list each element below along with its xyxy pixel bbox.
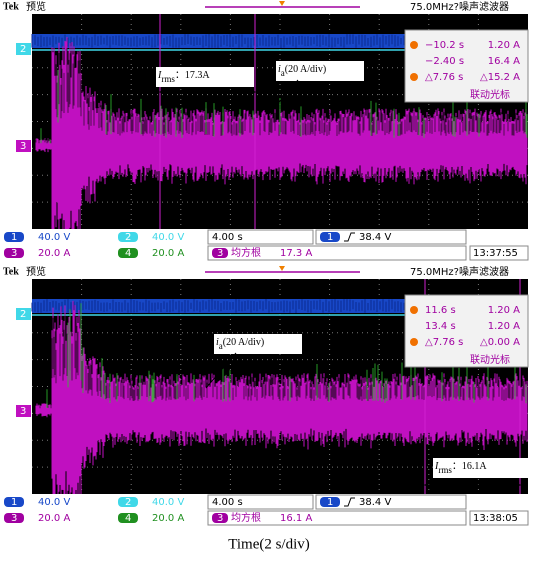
label: ：17.3A: [175, 70, 210, 81]
label: (20 A/div): [223, 337, 264, 348]
measure-channel: 3: [217, 248, 223, 259]
bandwidth: 75.0MHz?: [410, 2, 459, 13]
cursor-time: △7.76 s: [425, 337, 463, 348]
cursor-time: 11.6 s: [425, 305, 456, 316]
channel-id: 4: [125, 513, 131, 524]
channel-scale: 40.0 V: [152, 497, 184, 508]
scope-panel: Tek 预览 75.0MHz?噪声滤波器 2 3 −10.2 s 1.20 A −2.40 s…: [0, 0, 530, 263]
channel-id: 3: [11, 248, 17, 259]
channel-marker-label: 3: [20, 141, 26, 152]
cursor-value: △15.2 A: [480, 72, 520, 83]
channel-id: 1: [11, 497, 17, 508]
cursor-value: 1.20 A: [488, 321, 520, 332]
channel-id: 4: [125, 248, 131, 259]
subscript: rms: [161, 74, 175, 84]
measure-name: 均方根: [231, 246, 261, 259]
timebase: 4.00 s: [212, 497, 243, 508]
bandwidth: 75.0MHz?: [410, 267, 459, 278]
scope-panel: Tek 预览 75.0MHz?噪声滤波器 2 3 11.6 s 1.20 A 13.4 s 1.…: [0, 265, 531, 528]
cursor-time: −2.40 s: [425, 56, 464, 67]
measure-value: 17.3 A: [280, 248, 312, 259]
cursor-value: 1.20 A: [488, 40, 520, 51]
channel-scale: 20.0 A: [152, 248, 184, 259]
figure: Time(2 s/div) Tek预览75.0MHz?噪声滤波器23−10.2 …: [0, 0, 538, 559]
channel-scale: 40.0 V: [38, 232, 70, 243]
channel-id: 2: [125, 497, 131, 508]
cursor-icon: [410, 338, 418, 346]
cursor-time: −10.2 s: [425, 40, 464, 51]
label: ：16.1A: [452, 461, 488, 472]
channel-id: 2: [125, 232, 131, 243]
brand: Tek: [3, 266, 19, 277]
cursor-icon: [410, 41, 418, 49]
channel-scale: 40.0 V: [38, 497, 70, 508]
channel-scale: 20.0 A: [152, 513, 184, 524]
trigger-channel: 1: [327, 497, 333, 508]
cursor-value: 1.20 A: [488, 305, 520, 316]
mode: 预览: [26, 265, 46, 278]
measure-channel: 3: [217, 513, 223, 524]
cursor-value: 16.4 A: [488, 56, 520, 67]
cursor-label: 联动光标: [470, 353, 510, 366]
channel-scale: 20.0 A: [38, 513, 70, 524]
cursor-icon: [410, 73, 418, 81]
subscript: rms: [438, 465, 452, 475]
filter: 噪声滤波器: [459, 0, 509, 13]
cursor-value: △0.00 A: [480, 337, 520, 348]
cursor-time: △7.76 s: [425, 72, 463, 83]
cursor-icon: [410, 306, 418, 314]
timebase: 4.00 s: [212, 232, 243, 243]
measure-name: 均方根: [231, 511, 261, 524]
trigger-level: 38.4 V: [359, 232, 391, 243]
channel-scale: 40.0 V: [152, 232, 184, 243]
cursor-time: 13.4 s: [425, 321, 456, 332]
clock: 13:37:55: [473, 248, 518, 259]
channel-id: 1: [11, 232, 17, 243]
channel-marker-label: 2: [20, 309, 26, 320]
cursor-label: 联动光标: [470, 88, 510, 101]
filter: 噪声滤波器: [459, 265, 509, 278]
measure-value: 16.1 A: [280, 513, 312, 524]
channel-marker-label: 2: [20, 44, 26, 55]
x-axis-caption: Time(2 s/div): [228, 536, 310, 552]
channel-marker-label: 3: [20, 406, 26, 417]
clock: 13:38:05: [473, 513, 518, 524]
trigger-channel: 1: [327, 232, 333, 243]
channel-scale: 20.0 A: [38, 248, 70, 259]
label: (20 A/div): [285, 64, 326, 75]
brand: Tek: [3, 1, 19, 12]
trigger-level: 38.4 V: [359, 497, 391, 508]
mode: 预览: [26, 0, 46, 13]
channel-id: 3: [11, 513, 17, 524]
